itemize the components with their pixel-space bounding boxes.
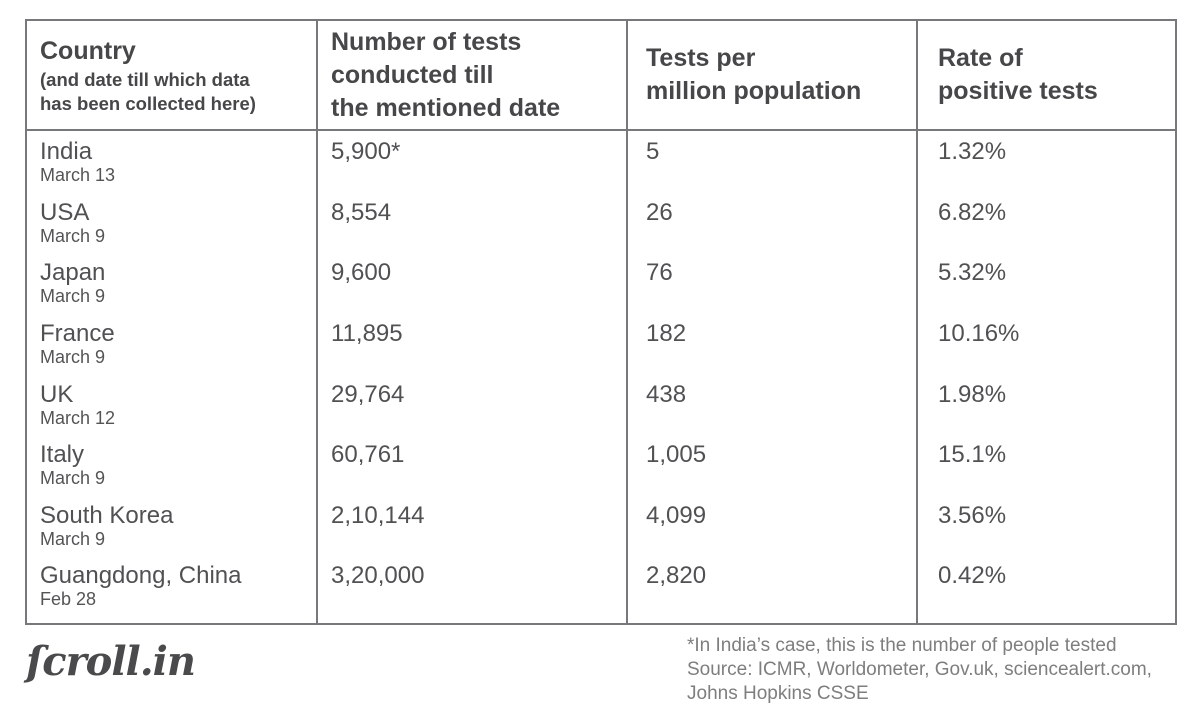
- header-country-subtitle-line2: has been collected here): [40, 92, 256, 114]
- tests-value: 9,600: [331, 259, 392, 287]
- tests-value: 5,900*: [331, 138, 401, 165]
- table-cell: 6.82%: [938, 199, 1175, 260]
- country-date: March 9: [40, 346, 106, 367]
- header-cell-per-million: Tests per million population: [628, 21, 918, 131]
- country-date: March 13: [40, 165, 116, 185]
- header-country-subtitle: (and date till which data has been colle…: [40, 68, 316, 116]
- table-row: USA March 9: [40, 199, 316, 260]
- footnotes: *In India’s case, this is the number of …: [687, 634, 1152, 706]
- table-cell: 26: [646, 199, 916, 260]
- country-name: USA: [40, 198, 90, 226]
- per-million-value: 76: [646, 259, 673, 287]
- table-cell: 9,600: [331, 259, 626, 320]
- tests-value: 3,20,000: [331, 562, 425, 590]
- country-name: Guangdong, China: [40, 562, 242, 590]
- table-row: Italy March 9: [40, 441, 316, 502]
- positive-rate-value: 3.56%: [938, 501, 1007, 529]
- per-million-value: 4,099: [646, 501, 707, 529]
- table-cell: 5,900*: [331, 138, 626, 199]
- country-date: March 9: [40, 468, 106, 489]
- table-cell: 182: [646, 320, 916, 381]
- header-tests-line2: conducted till: [331, 60, 494, 89]
- per-million-value: 26: [646, 198, 673, 226]
- header-rate-line1: Rate of: [938, 44, 1023, 72]
- positive-rate-value: 1.98%: [938, 380, 1007, 408]
- table-cell: 438: [646, 381, 916, 442]
- table-cell: 8,554: [331, 199, 626, 260]
- header-tests-line1: Number of tests: [331, 27, 522, 56]
- country-name: France: [40, 319, 115, 347]
- table-row: India March 13: [40, 138, 316, 199]
- country-date: March 12: [40, 407, 116, 428]
- scrollin-logo: ſcroll.in: [26, 638, 196, 685]
- tests-value: 11,895: [331, 319, 403, 347]
- table-cell: 76: [646, 259, 916, 320]
- per-million-value: 182: [646, 319, 687, 347]
- positive-rate-value: 5.32%: [938, 259, 1007, 287]
- table-cell: 29,764: [331, 381, 626, 442]
- column-country: India March 13 USA March 9 Japan March 9…: [27, 131, 318, 623]
- header-per-million-line1: Tests per: [646, 44, 756, 72]
- table-cell: 5: [646, 138, 916, 199]
- table-cell: 0.42%: [938, 562, 1175, 623]
- header-country-subtitle-line1: (and date till which data: [40, 68, 250, 90]
- table-row: Guangdong, China Feb 28: [40, 562, 316, 623]
- table-cell: 3,20,000: [331, 562, 626, 623]
- column-per-million: 5 26 76 182 438 1,005 4,099 2,820: [628, 131, 918, 623]
- table-row: France March 9: [40, 320, 316, 381]
- positive-rate-value: 1.32%: [938, 138, 1007, 165]
- table-cell: 15.1%: [938, 441, 1175, 502]
- table-cell: 1.32%: [938, 138, 1175, 199]
- header-cell-positive-rate: Rate of positive tests: [918, 21, 1175, 131]
- header-tests-line3: the mentioned date: [331, 93, 561, 122]
- footnote-india-asterisk: *In India’s case, this is the number of …: [687, 635, 1117, 656]
- table-cell: 2,10,144: [331, 502, 626, 563]
- positive-rate-value: 15.1%: [938, 441, 1007, 469]
- table-row: South Korea March 9: [40, 502, 316, 563]
- tests-value: 2,10,144: [331, 501, 425, 529]
- per-million-value: 2,820: [646, 562, 707, 590]
- table-cell: 4,099: [646, 502, 916, 563]
- table-row: UK March 12: [40, 381, 316, 442]
- header-per-million-line2: million population: [646, 77, 862, 105]
- table-cell: 2,820: [646, 562, 916, 623]
- country-name: India: [40, 138, 93, 165]
- table-cell: 11,895: [331, 320, 626, 381]
- country-date: March 9: [40, 225, 106, 246]
- country-date: March 9: [40, 528, 106, 549]
- country-name: Italy: [40, 441, 85, 469]
- country-name: UK: [40, 380, 74, 408]
- tests-value: 29,764: [331, 380, 405, 408]
- country-date: Feb 28: [40, 589, 97, 610]
- header-country-title: Country: [40, 36, 136, 65]
- country-name: South Korea: [40, 501, 174, 529]
- tests-value: 60,761: [331, 441, 405, 469]
- table-cell: 1.98%: [938, 381, 1175, 442]
- source-line-1: Source: ICMR, Worldometer, Gov.uk, scien…: [687, 659, 1152, 680]
- table-cell: 5.32%: [938, 259, 1175, 320]
- header-cell-tests: Number of tests conducted till the menti…: [318, 21, 628, 131]
- per-million-value: 1,005: [646, 441, 707, 469]
- country-name: Japan: [40, 259, 106, 287]
- table-cell: 10.16%: [938, 320, 1175, 381]
- source-line-2: Johns Hopkins CSSE: [687, 683, 869, 704]
- data-table: Country (and date till which data has be…: [25, 19, 1177, 625]
- table-cell: 60,761: [331, 441, 626, 502]
- column-tests: 5,900* 8,554 9,600 11,895 29,764 60,761 …: [318, 131, 628, 623]
- positive-rate-value: 6.82%: [938, 198, 1007, 226]
- per-million-value: 438: [646, 380, 687, 408]
- positive-rate-value: 0.42%: [938, 562, 1007, 590]
- header-rate-line2: positive tests: [938, 77, 1098, 105]
- table-row: Japan March 9: [40, 259, 316, 320]
- positive-rate-value: 10.16%: [938, 319, 1020, 347]
- table-cell: 1,005: [646, 441, 916, 502]
- country-date: March 9: [40, 286, 106, 307]
- per-million-value: 5: [646, 138, 660, 165]
- header-cell-country: Country (and date till which data has be…: [27, 21, 318, 131]
- column-positive-rate: 1.32% 6.82% 5.32% 10.16% 1.98% 15.1% 3.5…: [918, 131, 1175, 623]
- tests-value: 8,554: [331, 198, 392, 226]
- table-cell: 3.56%: [938, 502, 1175, 563]
